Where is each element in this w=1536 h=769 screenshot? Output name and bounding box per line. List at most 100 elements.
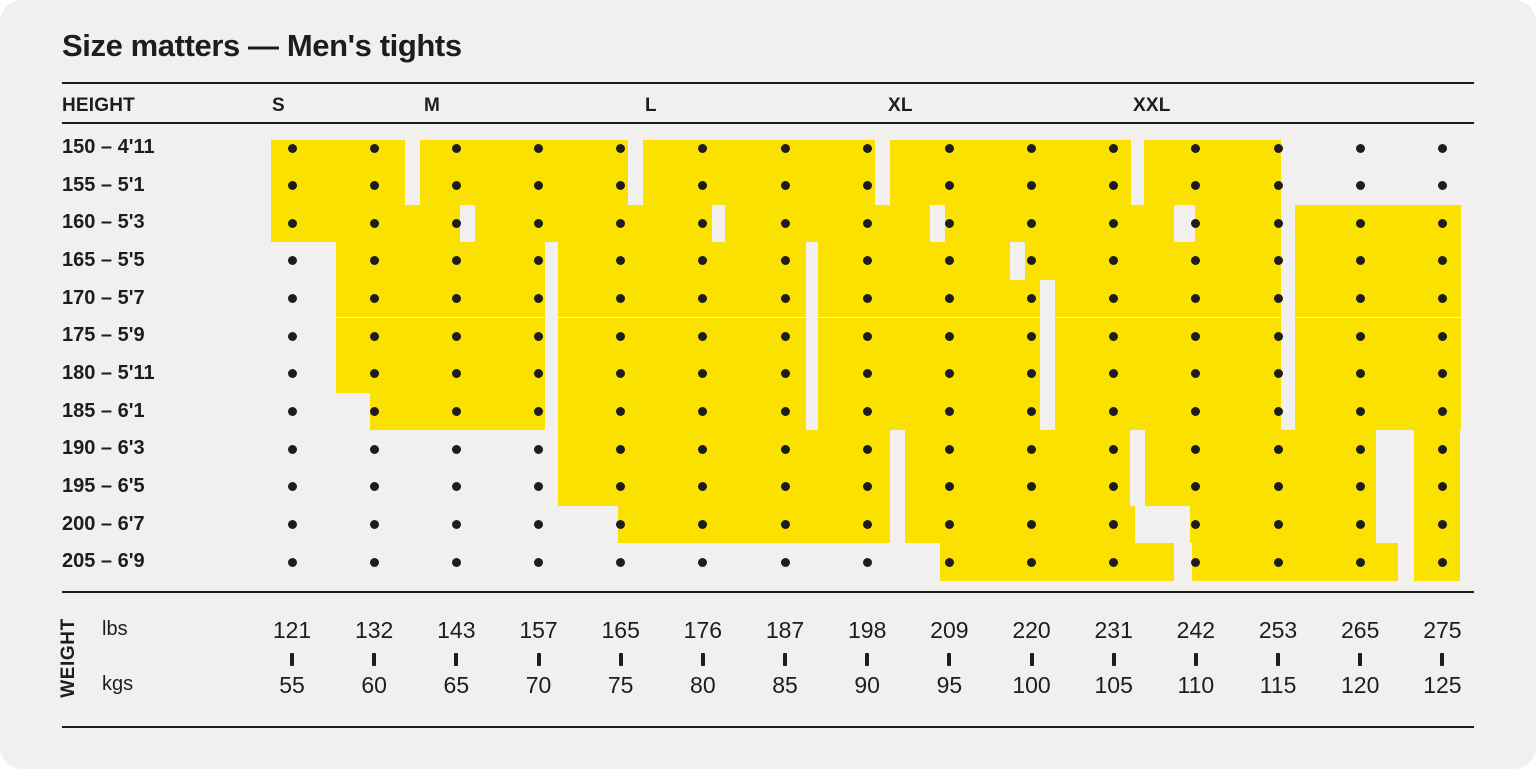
height-row-label: 205 – 6'9: [62, 550, 145, 573]
grid-dot: [862, 557, 872, 567]
grid-dot: [287, 369, 297, 379]
grid-dot: [616, 218, 626, 228]
grid-dot: [1191, 331, 1201, 341]
grid-dot: [287, 256, 297, 266]
grid-dot: [944, 181, 954, 191]
grid-dot: [944, 557, 954, 567]
grid-dot: [780, 520, 790, 530]
grid-dot: [1191, 256, 1201, 266]
size-region-segment: [905, 468, 1130, 506]
kgs-value: 60: [361, 672, 387, 698]
grid-dot: [287, 407, 297, 417]
kgs-value: 100: [1012, 672, 1051, 698]
grid-dot: [287, 294, 297, 304]
lbs-value: 157: [519, 617, 558, 643]
grid-dot: [1273, 520, 1283, 530]
grid-dot: [1109, 181, 1119, 191]
grid-dot: [1109, 482, 1119, 492]
grid-dot: [1355, 369, 1365, 379]
grid-dot: [534, 294, 543, 304]
grid-dot: [1273, 143, 1283, 153]
weight-tick: [536, 653, 541, 666]
height-row-label: 165 – 5'5: [62, 248, 145, 271]
grid-dot: [1273, 407, 1283, 417]
grid-dot: [451, 482, 461, 492]
grid-dot: [698, 557, 708, 567]
grid-dot: [944, 520, 954, 530]
grid-dot: [1355, 482, 1365, 492]
height-row-label: 175 – 5'9: [62, 324, 145, 347]
size-region-segment: [336, 317, 545, 356]
grid-dot: [1109, 294, 1119, 304]
grid-dot: [862, 444, 872, 454]
grid-dot: [534, 181, 543, 191]
size-region-segment: [558, 430, 890, 469]
grid-dot: [616, 520, 626, 530]
kgs-value: 105: [1094, 672, 1133, 698]
grid-dot: [287, 520, 297, 530]
grid-dot: [287, 218, 297, 228]
height-row-label: 155 – 5'1: [62, 173, 145, 196]
lbs-value: 242: [1176, 617, 1216, 643]
grid-dot: [1027, 482, 1037, 492]
grid-dot: [862, 520, 872, 530]
grid-dot: [1437, 218, 1447, 228]
weight-tick: [1111, 653, 1116, 666]
grid-dot: [451, 218, 461, 228]
grid-dot: [1027, 444, 1037, 454]
grid-dot: [534, 218, 543, 228]
grid-dot: [780, 181, 790, 191]
lbs-value: 209: [930, 617, 969, 643]
grid-dot: [1437, 369, 1447, 379]
grid-dot: [534, 256, 543, 266]
grid-dot: [287, 482, 297, 492]
size-column-header: S: [272, 95, 285, 116]
size-region-segment: [558, 355, 806, 393]
size-column-header: XXL: [1133, 95, 1171, 116]
height-column-header: HEIGHT: [62, 95, 135, 116]
grid-dot: [616, 294, 626, 304]
grid-dot: [698, 294, 708, 304]
grid-dot: [534, 482, 543, 492]
grid-dot: [780, 444, 790, 454]
grid-dot: [698, 482, 708, 492]
grid-dot: [1191, 482, 1201, 492]
grid-dot: [1273, 181, 1283, 191]
weight-tick: [1276, 653, 1281, 666]
size-region-segment: [1144, 140, 1281, 167]
kgs-value: 85: [772, 672, 798, 698]
weight-tick: [1358, 653, 1363, 666]
weight-axis-label: WEIGHT: [58, 618, 79, 698]
size-region-segment: [818, 355, 1040, 393]
grid-dot: [944, 407, 954, 417]
grid-dot: [944, 218, 954, 228]
grid-dot: [1191, 444, 1201, 454]
size-region-segment: [1025, 242, 1281, 280]
size-region-segment: [1145, 468, 1376, 506]
size-region-segment: [1055, 317, 1281, 356]
grid-dot: [698, 331, 708, 341]
weight-tick: [1440, 653, 1445, 666]
grid-dot: [1273, 482, 1283, 492]
grid-dot: [780, 557, 790, 567]
size-region-segment: [1414, 468, 1460, 506]
kgs-value: 120: [1341, 672, 1380, 698]
lbs-value: 275: [1423, 617, 1462, 643]
grid-dot: [451, 143, 461, 153]
grid-dot: [1355, 331, 1365, 341]
lbs-row-label: lbs: [102, 618, 128, 640]
size-region-segment: [818, 392, 1040, 431]
grid-dot: [369, 256, 379, 266]
size-region-segment: [420, 140, 628, 167]
size-region-segment: [336, 355, 545, 393]
grid-dot: [287, 143, 297, 153]
kgs-value: 55: [279, 672, 305, 698]
weight-tick: [618, 653, 623, 666]
grid-dot: [1191, 218, 1201, 228]
size-region-segment: [1144, 166, 1281, 205]
height-row-label: 160 – 5'3: [62, 211, 145, 234]
height-row-label: 185 – 6'1: [62, 399, 145, 422]
grid-dot: [862, 143, 872, 153]
kgs-value: 95: [936, 672, 963, 698]
